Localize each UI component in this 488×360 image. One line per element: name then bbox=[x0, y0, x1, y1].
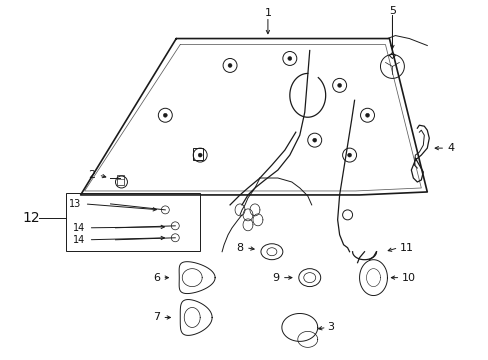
Circle shape bbox=[198, 153, 202, 157]
Text: 9: 9 bbox=[272, 273, 279, 283]
Circle shape bbox=[347, 153, 351, 157]
Circle shape bbox=[337, 84, 341, 87]
Text: 2: 2 bbox=[88, 170, 95, 180]
Circle shape bbox=[365, 113, 369, 117]
Text: 14: 14 bbox=[73, 235, 85, 245]
Text: 1: 1 bbox=[264, 8, 271, 18]
Bar bbox=[117, 175, 124, 185]
Text: 10: 10 bbox=[401, 273, 414, 283]
Circle shape bbox=[227, 63, 232, 67]
Text: 13: 13 bbox=[68, 199, 81, 209]
Circle shape bbox=[287, 57, 291, 60]
Circle shape bbox=[163, 113, 167, 117]
Text: 7: 7 bbox=[153, 312, 160, 323]
Text: 12: 12 bbox=[23, 211, 41, 225]
Text: 3: 3 bbox=[327, 323, 334, 332]
Text: 14: 14 bbox=[73, 223, 85, 233]
Circle shape bbox=[312, 138, 316, 142]
Text: 5: 5 bbox=[388, 6, 395, 15]
Text: 4: 4 bbox=[447, 143, 453, 153]
Text: 11: 11 bbox=[399, 243, 412, 253]
Text: 8: 8 bbox=[235, 243, 243, 253]
Bar bbox=[65, 193, 200, 251]
Bar bbox=[193, 148, 203, 160]
Text: 6: 6 bbox=[153, 273, 160, 283]
